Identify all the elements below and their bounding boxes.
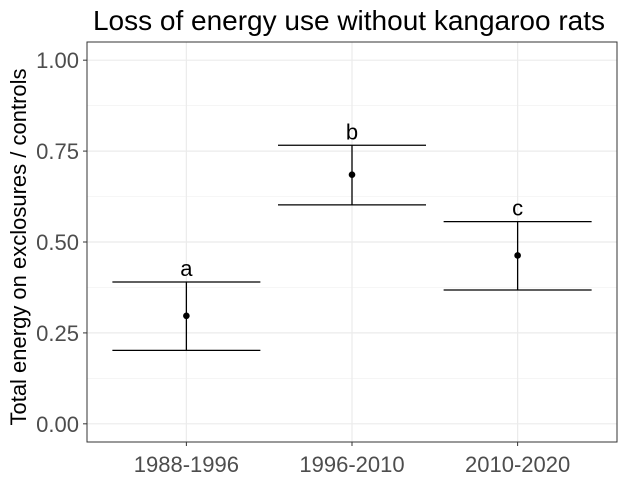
x-tick-label: 2010-2020 [465, 452, 570, 477]
data-marks: a b c [112, 119, 592, 352]
chart-title: Loss of energy use without kangaroo rats [93, 5, 605, 36]
x-tick-label: 1988-1996 [134, 452, 239, 477]
y-tick-label: 0.25 [36, 321, 79, 346]
grid-lines [87, 42, 617, 442]
plot-panel-border [86, 41, 618, 443]
data-point [183, 312, 190, 320]
y-tick-label: 0.50 [36, 230, 79, 255]
y-axis-label: Total energy on exclosures / controls [6, 68, 31, 425]
x-tick-label: 1996-2010 [299, 452, 404, 477]
data-point [514, 252, 521, 259]
data-point [348, 171, 356, 179]
y-tick-label: 1.00 [36, 48, 79, 73]
y-tick-label: 0.00 [36, 412, 79, 437]
axes: 0.00 0.25 0.50 0.75 1.00 1988-1996 1996-2010 20… [36, 48, 570, 477]
significance-label: b [346, 119, 358, 144]
y-tick-label: 0.75 [36, 139, 79, 164]
significance-label: c [512, 196, 523, 221]
significance-label: a [180, 256, 193, 281]
